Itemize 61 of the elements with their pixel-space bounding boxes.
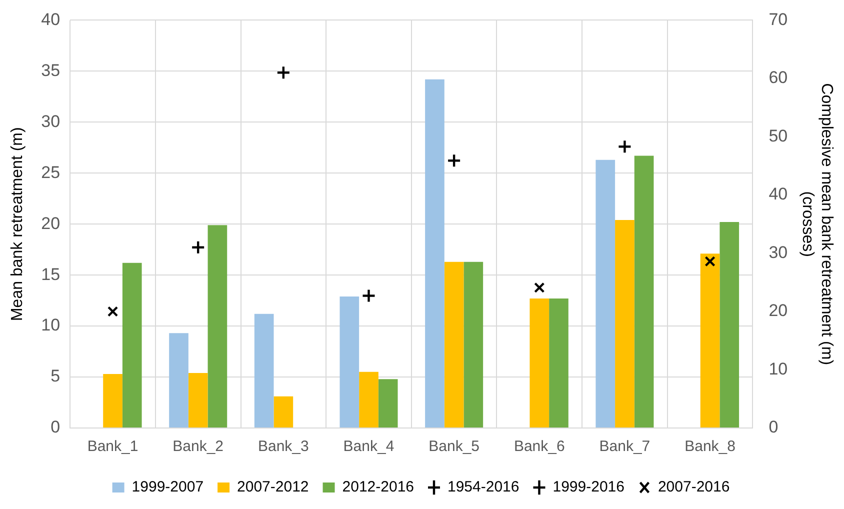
x-tick-label: Bank_7 [599,438,650,456]
legend-label: 2007-2012 [237,478,309,496]
bar [464,262,484,428]
point [618,140,632,154]
y-tick-label: 15 [41,264,60,284]
bar [425,79,444,428]
x-tick-label: Bank_8 [684,438,736,456]
bar [340,296,360,428]
point [107,306,118,317]
point [276,66,291,80]
bar [188,372,208,428]
x-tick-label: Bank_1 [87,438,138,456]
legend-label: 2007-2016 [658,478,730,496]
y-tick-label: 30 [41,112,60,131]
bar [615,220,634,428]
y-tick-label: 0 [50,418,60,437]
y-tick-label: 20 [41,214,60,233]
bar [359,372,378,428]
bar [103,374,122,428]
point [534,282,545,293]
y-tick-label: 10 [41,316,60,335]
bar [549,298,568,428]
bar [378,379,398,428]
y2-tick-label: 70 [768,10,788,29]
y-axis-title: Mean bank retreatment (m) [9,127,26,322]
y2-tick-label: 40 [768,184,788,204]
point [704,256,716,267]
y2-axis-title: Complesive mean bank retreatment (m) (crosses) [798,83,835,366]
bar [254,314,274,428]
bar [208,225,228,428]
x-tick-label: Bank_4 [343,438,394,456]
point [362,288,376,303]
bar [444,262,464,428]
point [190,240,206,255]
y-tick-label: 25 [41,162,60,182]
bar [530,298,550,428]
y2-tick-label: 60 [768,68,788,88]
x-tick-label: Bank_2 [172,438,224,456]
bar [700,254,720,428]
legend-label: 1954-2016 [448,478,520,496]
bar [720,222,740,428]
point [446,154,462,168]
y2-tick-label: 0 [768,418,778,437]
x-tick-label: Bank_6 [514,438,565,456]
legend-label: 1999-2016 [552,478,624,496]
legend-label: 2012-2016 [342,478,414,496]
x-tick-label: Bank_3 [258,438,309,456]
bar [634,156,654,428]
y2-tick-label: 20 [768,301,788,320]
bar [122,262,142,428]
bar [596,160,616,428]
bar [274,396,294,428]
y-tick-label: 5 [50,366,60,386]
legend-label: 1999-2007 [132,478,204,496]
x-tick-label: Bank_5 [428,438,480,456]
bar [169,333,188,428]
y2-tick-label: 50 [768,126,788,146]
y-tick-label: 35 [41,60,60,80]
y2-tick-label: 10 [768,359,788,378]
y-tick-label: 40 [41,10,60,29]
y2-tick-label: 30 [768,242,788,262]
